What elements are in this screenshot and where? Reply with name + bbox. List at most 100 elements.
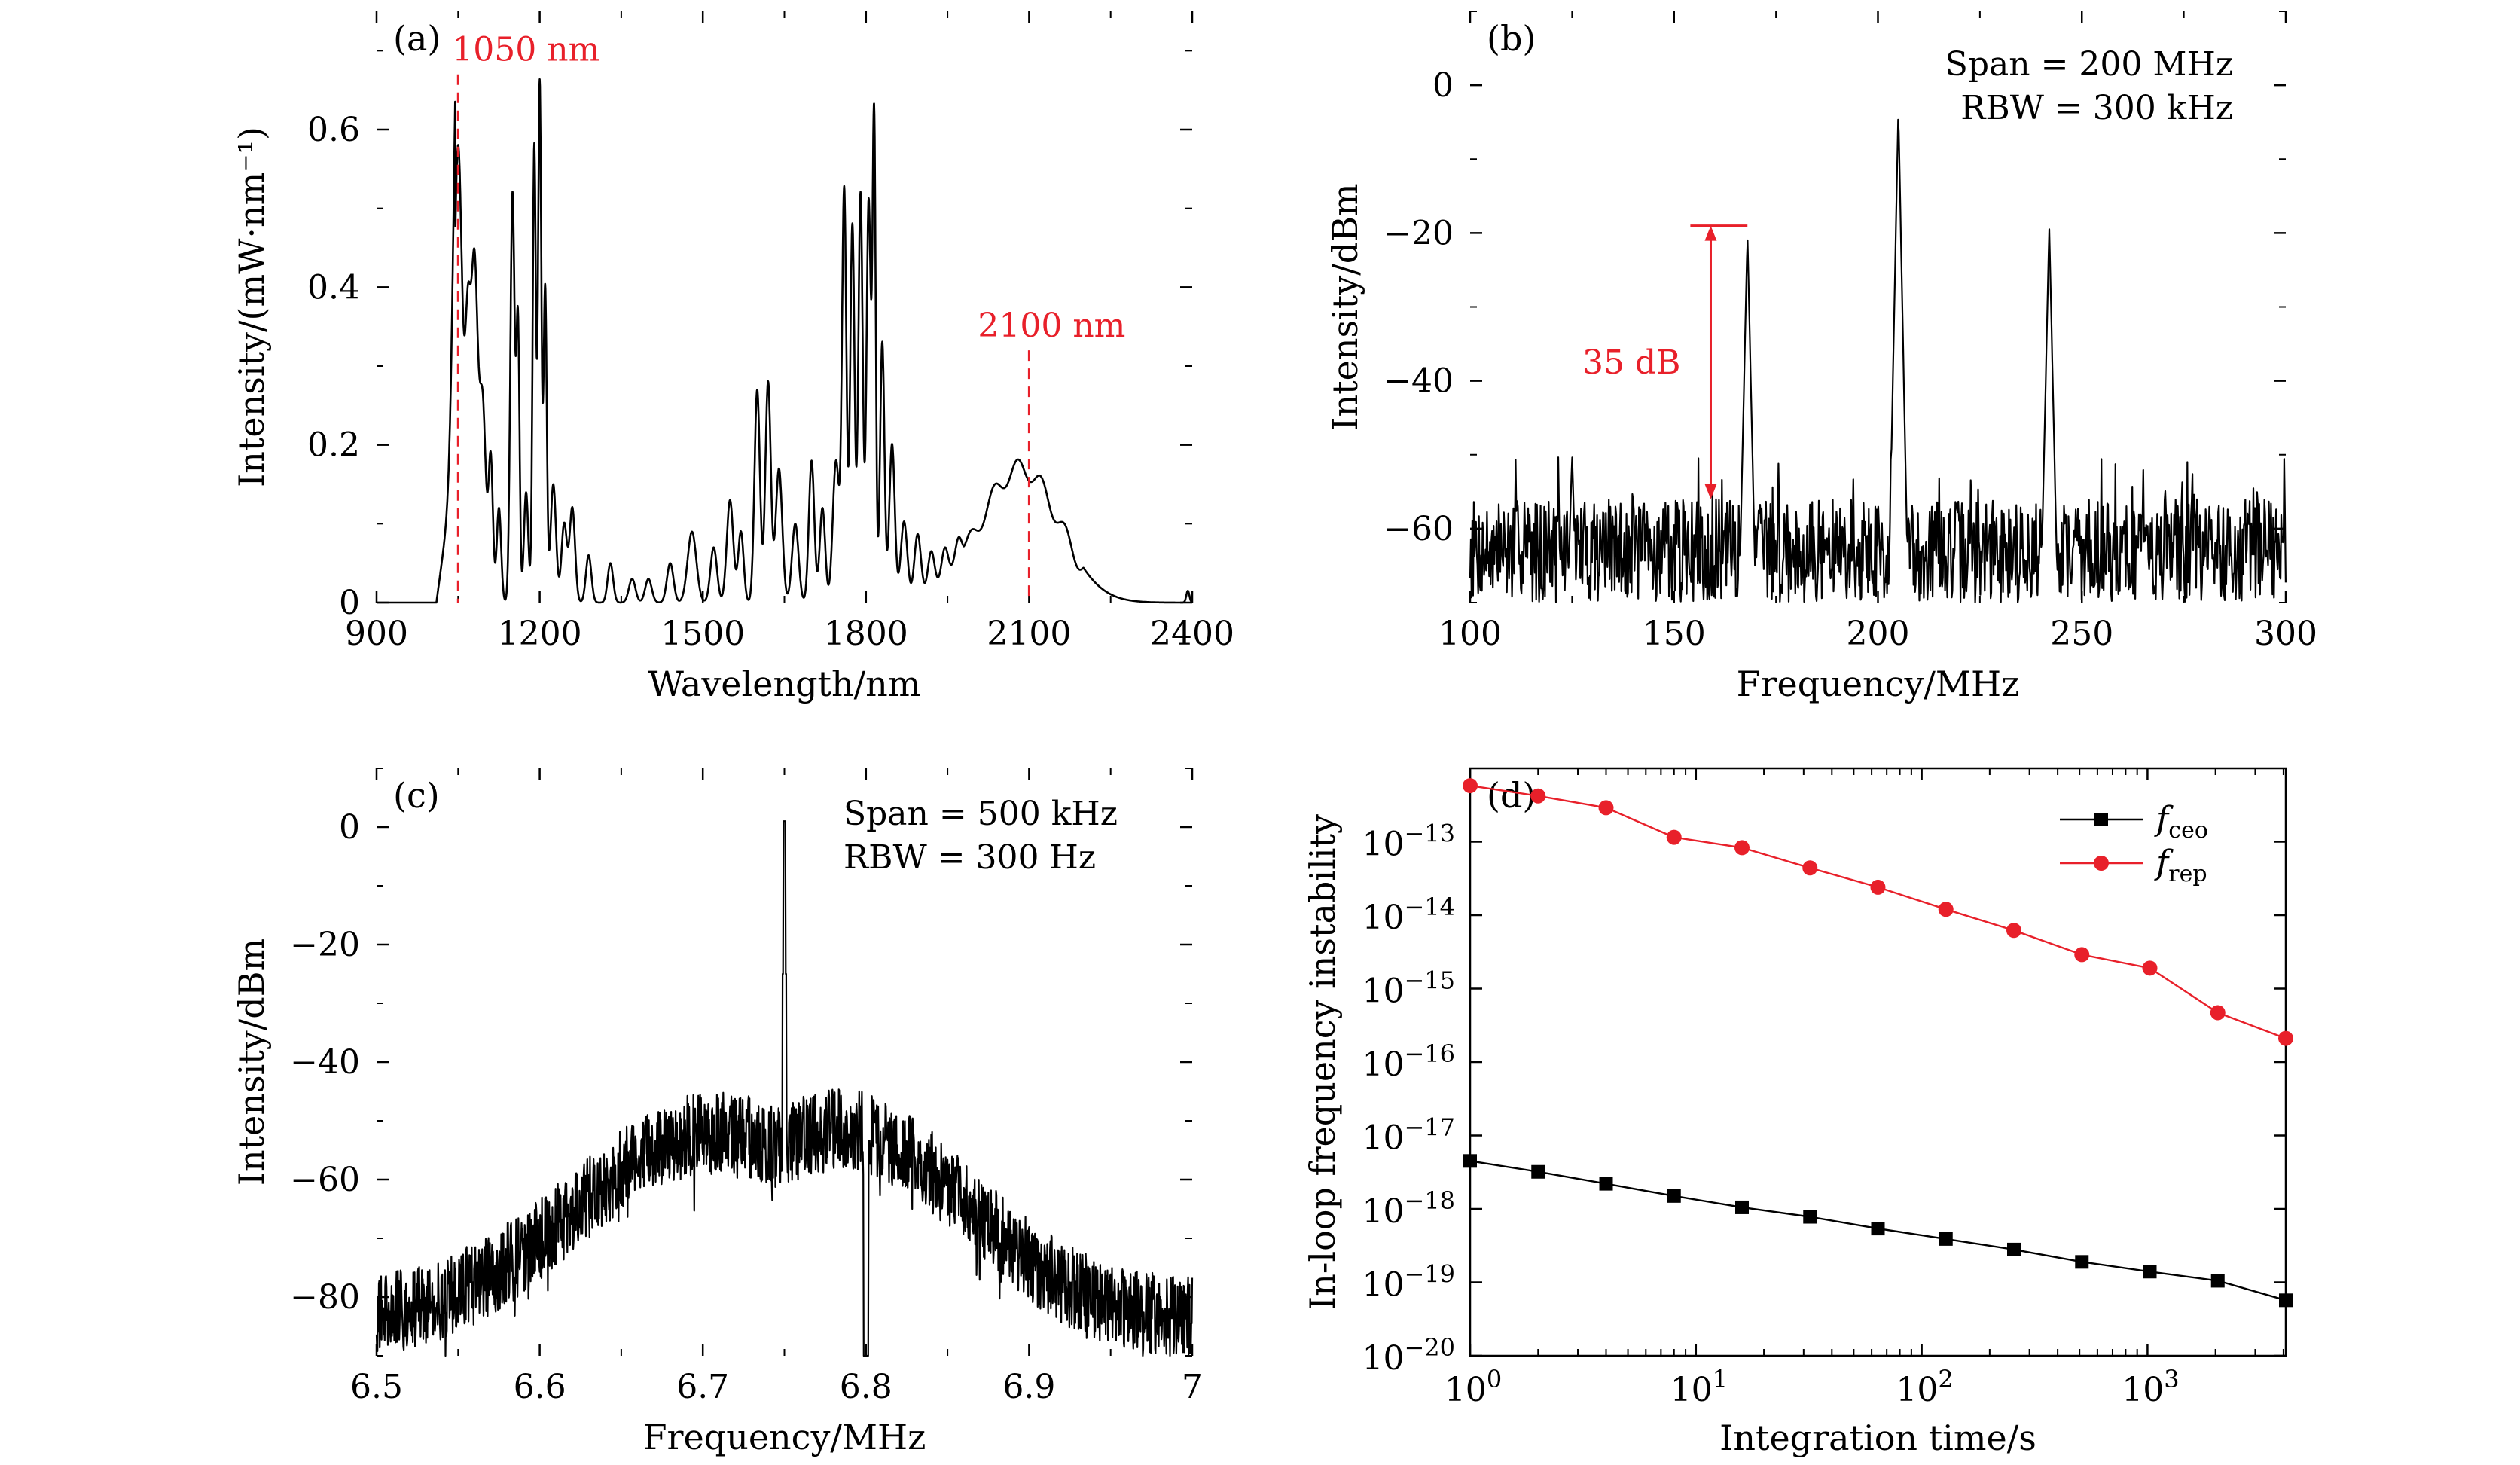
y-axis-label: Intensity/dBm	[1325, 183, 1365, 430]
data-point-ceo	[2143, 1265, 2157, 1279]
y-axis-label: In-loop frequency instability	[1302, 814, 1343, 1310]
y-tick-label: 10−20	[1362, 1333, 1455, 1378]
y-axis-label: Intensity/dBm	[231, 939, 272, 1186]
arrow-head-down	[1704, 484, 1717, 499]
legend-label: fceo	[2154, 800, 2208, 844]
spectrum-note: Span = 500 kHz	[844, 795, 1118, 833]
panel-c-beat-spectrum: 6.5 6.6 6.7 6.8 6.9 7 0 −20 −40 −60 −80 Frequency/M…	[231, 768, 1203, 1457]
x-tick-label: 6.8	[840, 1368, 892, 1406]
data-point-ceo	[1735, 1200, 1749, 1214]
spectrum-note: RBW = 300 Hz	[844, 838, 1096, 877]
spectrum-note: Span = 200 MHz	[1945, 45, 2233, 84]
data-point-ceo	[2279, 1293, 2293, 1308]
wavelength-annotation: 1050 nm	[452, 31, 599, 69]
data-point-ceo	[1939, 1232, 1953, 1246]
y-tick-label: −40	[1384, 362, 1454, 401]
data-point-ceo	[2075, 1255, 2089, 1269]
rf-trace-line	[1469, 118, 2287, 603]
panel-label: (c)	[393, 775, 440, 816]
spectrum-note: RBW = 300 kHz	[1960, 89, 2233, 127]
y-tick-label: 0.4	[307, 268, 360, 307]
data-point-rep	[1734, 840, 1750, 856]
y-tick-label: 0.2	[307, 426, 360, 465]
data-point-rep	[1463, 778, 1478, 794]
x-tick-label: 1200	[498, 615, 582, 653]
y-tick-label: −60	[290, 1161, 360, 1199]
data-point-ceo	[2007, 1242, 2021, 1256]
x-tick-label: 1800	[824, 615, 908, 653]
x-tick-label: 150	[1643, 615, 1706, 653]
data-point-rep	[2278, 1030, 2293, 1046]
x-tick-label: 6.6	[514, 1368, 566, 1406]
data-point-rep	[1802, 860, 1818, 876]
legend-marker	[2094, 856, 2109, 871]
panel-d-instability: 100 101 102 103 10−20 10−19 10−18 10−17 10−16 10−…	[1302, 767, 2293, 1458]
data-point-ceo	[1803, 1210, 1817, 1224]
data-point-ceo	[2210, 1274, 2225, 1288]
y-tick-label: 10−19	[1362, 1260, 1455, 1305]
x-tick-label: 200	[1847, 615, 1910, 653]
x-axis-label: Frequency/MHz	[643, 1417, 926, 1457]
spectrum-line	[376, 78, 1193, 604]
y-tick-label: 10−16	[1362, 1039, 1455, 1084]
y-tick-label: 0	[339, 584, 360, 622]
panel-label: (b)	[1487, 18, 1536, 59]
y-tick-label: 10−17	[1362, 1113, 1455, 1158]
data-point-rep	[1530, 788, 1546, 804]
x-tick-label: 6.9	[1002, 1368, 1055, 1406]
x-axis-label: Integration time/s	[1719, 1418, 2036, 1458]
x-axis-label: Wavelength/nm	[648, 664, 921, 704]
y-tick-label: 10−13	[1362, 819, 1455, 864]
data-point-rep	[1870, 879, 1886, 895]
x-tick-label: 900	[345, 615, 408, 653]
panel-label: (a)	[393, 18, 441, 59]
data-point-rep	[2142, 960, 2158, 976]
x-tick-label: 103	[2122, 1365, 2179, 1409]
data-point-rep	[1938, 902, 1954, 917]
x-tick-label: 250	[2050, 615, 2113, 653]
y-tick-label: −20	[1384, 214, 1454, 252]
y-tick-label: 10−14	[1362, 893, 1455, 937]
y-tick-label: −40	[290, 1043, 360, 1082]
data-point-rep	[2074, 947, 2090, 963]
y-tick-label: −80	[290, 1278, 360, 1317]
beat-trace-line	[375, 820, 1194, 1357]
y-tick-label: 10−18	[1362, 1186, 1455, 1231]
x-tick-label: 100	[1438, 615, 1502, 653]
data-point-rep	[1666, 829, 1682, 845]
x-tick-label: 101	[1670, 1365, 1728, 1409]
y-axis-label: Intensity/(mW·nm⁻¹)	[231, 127, 272, 487]
legend-label: frep	[2154, 844, 2207, 887]
y-tick-label: 10−15	[1362, 966, 1455, 1011]
panel-a-spectrum: 900 1200 1500 1800 2100 2400 0 0.2 0.4 0.6 Wavelen…	[231, 11, 1234, 704]
panel-label: (d)	[1487, 775, 1536, 816]
x-tick-label: 2100	[987, 615, 1071, 653]
y-tick-label: 0.6	[307, 111, 360, 149]
y-tick-label: 0	[339, 808, 360, 847]
data-point-rep	[2006, 923, 2021, 939]
data-point-ceo	[1599, 1177, 1613, 1191]
x-tick-label: 7	[1182, 1368, 1203, 1406]
legend-marker	[2094, 813, 2108, 826]
wavelength-annotation: 2100 nm	[978, 307, 1125, 345]
x-tick-label: 300	[2254, 615, 2317, 653]
x-tick-label: 6.7	[676, 1368, 729, 1406]
data-point-ceo	[1463, 1154, 1477, 1168]
data-point-ceo	[1531, 1164, 1545, 1179]
arrow-head-up	[1704, 225, 1717, 241]
y-tick-label: 0	[1432, 66, 1454, 105]
x-tick-label: 2400	[1150, 615, 1234, 653]
y-tick-label: −60	[1384, 510, 1454, 548]
data-point-rep	[1598, 800, 1614, 816]
panel-b-rf-spectrum: 100 150 200 250 300 0 −20 −40 −60 Frequency/MHz In…	[1325, 11, 2317, 704]
data-point-ceo	[1667, 1189, 1681, 1203]
level-annotation: 35 dB	[1582, 343, 1680, 382]
data-point-rep	[2210, 1005, 2226, 1021]
x-tick-label: 100	[1445, 1365, 1502, 1409]
x-axis-label: Frequency/MHz	[1737, 664, 2020, 704]
x-tick-label: 1500	[661, 615, 745, 653]
data-point-ceo	[1871, 1222, 1885, 1236]
y-tick-label: −20	[290, 926, 360, 964]
x-tick-label: 6.5	[350, 1368, 403, 1406]
